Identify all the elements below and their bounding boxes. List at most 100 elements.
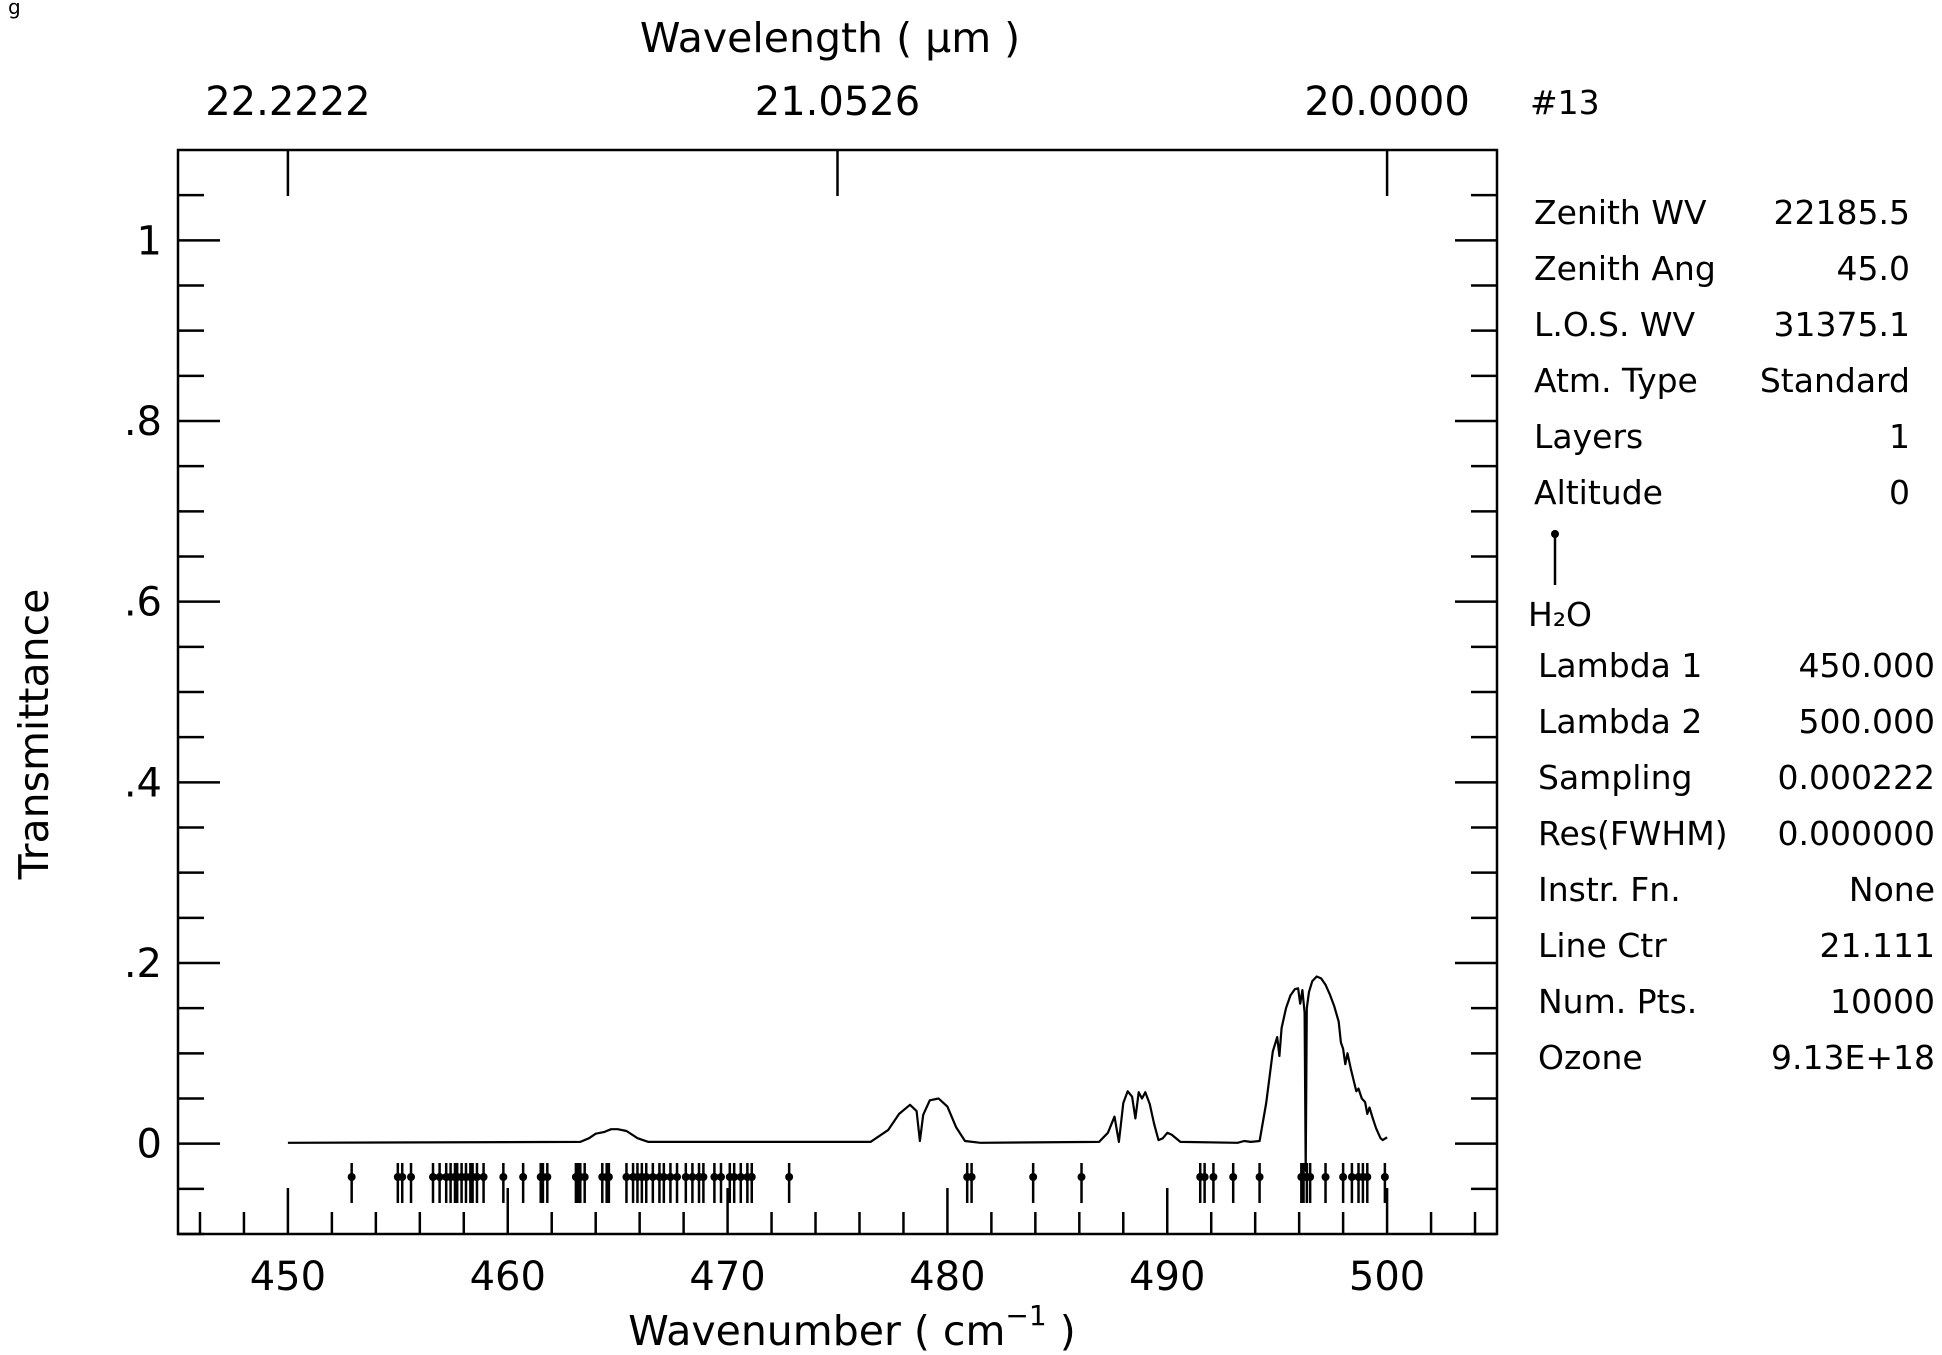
line-marker-dot: [499, 1173, 508, 1181]
line-marker-dot: [543, 1173, 552, 1181]
series-layer: [287, 975, 1388, 1172]
info-value: 21.111: [1820, 926, 1935, 965]
line-marker-dot: [407, 1173, 416, 1181]
line-marker-dot: [1380, 1173, 1389, 1181]
info-value: Standard: [1760, 361, 1910, 400]
line-marker-dot: [1209, 1173, 1218, 1181]
info-label: Res(FWHM): [1538, 814, 1728, 853]
x-axis-title-main: Wavenumber ( cm: [628, 1307, 1005, 1355]
line-marker-dot: [479, 1173, 488, 1181]
line-marker-dot: [519, 1173, 528, 1181]
line-marker-dot: [1077, 1173, 1086, 1181]
line-marker-dot: [1306, 1173, 1315, 1181]
line-marker-dot: [666, 1173, 675, 1181]
info-label: Line Ctr: [1538, 926, 1667, 965]
info-label: Layers: [1534, 417, 1643, 456]
info-label: Altitude: [1534, 473, 1663, 512]
line-marker-dot: [785, 1173, 794, 1181]
info-label: Atm. Type: [1534, 361, 1698, 400]
info-value: 9.13E+18: [1771, 1038, 1935, 1077]
info-value: 0.000000: [1778, 814, 1935, 853]
line-marker-dot: [747, 1173, 756, 1181]
info-label: Num. Pts.: [1538, 982, 1697, 1021]
edge-glyph: g: [8, 0, 21, 19]
transmittance-series-line: [287, 975, 1388, 1172]
info-value: 450.000: [1799, 646, 1935, 685]
info-label: Sampling: [1538, 758, 1692, 797]
x-tick-label: 450: [250, 1254, 326, 1300]
y-tick-label: .8: [124, 399, 162, 445]
x-tick-label: 500: [1349, 1254, 1425, 1300]
info-label: Zenith Ang: [1534, 249, 1716, 288]
info-value: 45.0: [1837, 249, 1910, 288]
x-tick-label: 460: [470, 1254, 546, 1300]
top-wavelength-axis: 22.2222 21.0526 20.0000: [205, 79, 1470, 196]
line-marker-dot: [435, 1173, 444, 1181]
line-marker-dot: [730, 1173, 739, 1181]
line-marker-dot: [1200, 1173, 1209, 1181]
y-tick-label: .2: [124, 941, 162, 987]
x-axis-title-exponent: −1: [1005, 1299, 1046, 1332]
line-marker-dot: [699, 1173, 708, 1181]
line-marker-dot: [710, 1173, 719, 1181]
top-axis-tick-label: 21.0526: [755, 79, 920, 125]
info-value: 22185.5: [1774, 193, 1910, 232]
line-marker-dot: [472, 1173, 481, 1181]
line-marker-dot: [622, 1173, 631, 1181]
line-marker-dot: [673, 1173, 682, 1181]
y-tick-label: .4: [124, 760, 162, 806]
x-tick-label: 490: [1129, 1254, 1205, 1300]
y-axis: 0 .2 .4 .6 .8 1: [124, 193, 1497, 1236]
info-label: Zenith WV: [1534, 193, 1707, 232]
line-marker-dot: [1347, 1173, 1356, 1181]
info-panel: #13 Zenith WV 22185.5 Zenith Ang 45.0 L.O.S.…: [1528, 83, 1935, 1077]
molecule-marker-dot: [1551, 530, 1559, 538]
info-value: 1: [1889, 417, 1910, 456]
info-label: Lambda 1: [1538, 646, 1702, 685]
line-marker-dot: [1255, 1173, 1264, 1181]
x-tick-label: 470: [689, 1254, 765, 1300]
plot-frame: [176, 148, 1499, 1236]
run-id-label: #13: [1530, 83, 1600, 122]
line-marker-dot: [1321, 1173, 1330, 1181]
line-marker-dot: [347, 1173, 356, 1181]
line-marker-dot: [681, 1173, 690, 1181]
line-marker-dot: [642, 1173, 651, 1181]
info-label: Instr. Fn.: [1538, 870, 1681, 909]
line-marker-dot: [429, 1173, 438, 1181]
line-marker-dot: [580, 1173, 589, 1181]
line-marker-dot: [1339, 1173, 1348, 1181]
line-marker-dot: [1229, 1173, 1238, 1181]
info-value: 31375.1: [1774, 305, 1910, 344]
top-axis-tick-label: 20.0000: [1304, 79, 1469, 125]
info-value: None: [1849, 870, 1935, 909]
y-axis-title: Transmittance: [10, 589, 58, 881]
line-marker-dot: [648, 1173, 657, 1181]
x-tick-label: 480: [909, 1254, 985, 1300]
info-value: 10000: [1830, 982, 1935, 1021]
info-value: 0.000222: [1778, 758, 1935, 797]
line-marker-dot: [659, 1173, 668, 1181]
y-tick-label: 0: [137, 1122, 162, 1168]
info-label: Ozone: [1538, 1038, 1643, 1077]
x-axis: 450 460 470 480 490 500: [198, 1188, 1477, 1300]
x-axis-title-close: ): [1047, 1307, 1076, 1355]
line-marker-dot: [398, 1173, 407, 1181]
x-axis-title: Wavenumber ( cm−1 ): [628, 1299, 1075, 1355]
molecule-label: H₂O: [1528, 595, 1592, 634]
line-marker-dot: [1029, 1173, 1038, 1181]
line-marker-dot: [604, 1173, 613, 1181]
y-tick-label: 1: [137, 218, 162, 264]
info-label: Lambda 2: [1538, 702, 1702, 741]
top-axis-tick-label: 22.2222: [205, 79, 370, 125]
y-tick-label: .6: [124, 580, 162, 626]
line-marker-dot: [1363, 1173, 1372, 1181]
plot-border: [176, 148, 1499, 1236]
line-marker-dot: [716, 1173, 725, 1181]
line-marker-dot: [736, 1173, 745, 1181]
line-markers: [347, 1163, 1389, 1203]
info-value: 0: [1889, 473, 1910, 512]
top-axis-title: Wavelength ( μm ): [640, 14, 1020, 62]
info-label: L.O.S. WV: [1534, 305, 1696, 344]
